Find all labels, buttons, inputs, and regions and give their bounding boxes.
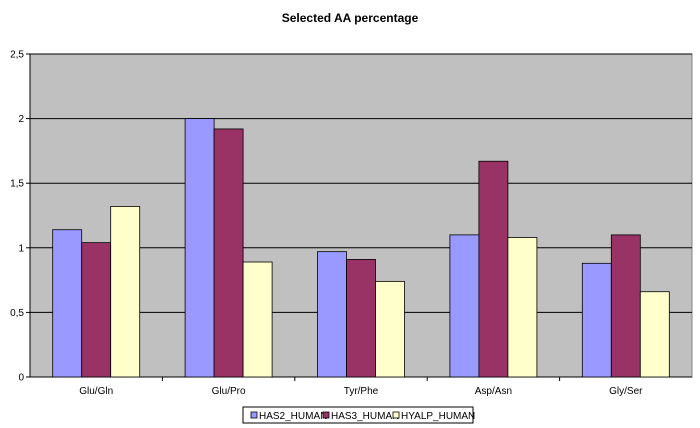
y-tick-label: 0,5	[10, 308, 24, 319]
bar-has3-human	[346, 259, 376, 378]
bar-hyalp-human	[110, 206, 141, 378]
y-tick-label: 1,5	[10, 179, 24, 190]
chart-title: Selected AA percentage	[282, 11, 419, 25]
y-tick-label: 2	[18, 114, 24, 125]
y-tick-label: 1	[18, 243, 24, 254]
x-tick-label: Asp/Asn	[475, 386, 512, 397]
bar-has3-human	[81, 242, 112, 378]
legend-label: HAS3_HUMAN	[331, 411, 399, 422]
y-tick-label: 0	[18, 373, 24, 384]
bar-hyalp-human	[639, 291, 670, 378]
y-tick-label: 2,5	[10, 50, 24, 61]
legend-box	[242, 406, 474, 424]
bar-hyalp-human	[375, 280, 405, 378]
legend-swatch	[322, 411, 330, 419]
legend-label: HYALP_HUMAN	[401, 411, 475, 422]
plot-area: 0 0,5 1 1,5 2 2,5 Glu/Gln Glu/Pro Tyr/Phe Asp/Asn…	[10, 50, 693, 397]
x-tick-label: Gly/Ser	[609, 386, 643, 397]
bar-has3-human	[213, 128, 244, 378]
bar-has2-human	[449, 234, 480, 378]
bar-hyalp-human	[507, 237, 538, 378]
bar-has3-human	[610, 234, 641, 378]
bar-hyalp-human	[242, 261, 273, 378]
legend-label: HAS2_HUMAN	[259, 411, 327, 422]
bar-has3-human	[478, 160, 509, 378]
x-tick-label: Tyr/Phe	[344, 386, 379, 397]
legend-swatch	[392, 411, 400, 419]
bar-has2-human	[581, 262, 612, 378]
legend: HAS2_HUMAN HAS3_HUMAN HYALP_HUMAN	[242, 406, 475, 424]
bar-has2-human	[184, 118, 215, 378]
bar-has2-human	[317, 251, 347, 378]
x-tick-label: Glu/Pro	[212, 386, 246, 397]
bar-has2-human	[52, 229, 83, 378]
x-tick-label: Glu/Gln	[79, 386, 113, 397]
legend-swatch	[250, 411, 258, 419]
